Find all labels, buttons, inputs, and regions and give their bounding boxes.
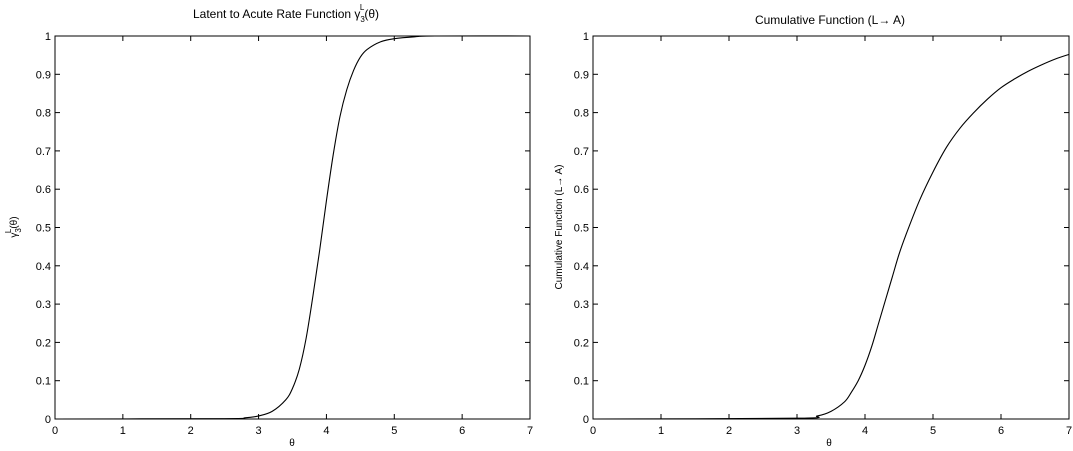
rate-ytick-label: 0.7 (36, 146, 51, 158)
cumulative-ytick-label: 0.9 (574, 69, 589, 81)
rate-ytick-label: 0.8 (36, 108, 51, 120)
rate-function-plot: Latent to Acute Rate Function γ3L(θ) 0 1 2… (4, 3, 533, 449)
rate-function-curve (54, 35, 531, 420)
rate-function-ylabel: γ3L(θ) (4, 216, 23, 237)
cumulative-xtick-label: 5 (930, 425, 936, 437)
cumulative-function-xlabel: θ (826, 438, 832, 449)
cumulative-xtick-label: 7 (1066, 425, 1072, 437)
cumulative-ytick-label: 0.1 (574, 376, 589, 388)
rate-ytick-label: 0.9 (36, 69, 51, 81)
cumulative-function-axes-box (592, 35, 1070, 420)
rate-ytick-label: 0.5 (36, 223, 51, 235)
rate-xtick-label: 6 (459, 425, 465, 437)
cumulative-xtick-label: 6 (998, 425, 1004, 437)
cumulative-xtick-label: 1 (658, 425, 664, 437)
cumulative-ytick-label: 0.2 (574, 337, 589, 349)
rate-function-title: Latent to Acute Rate Function γ3L(θ) (193, 3, 379, 24)
cumulative-xtick-label: 3 (794, 425, 800, 437)
rate-ytick-label: 0.1 (36, 376, 51, 388)
cumulative-ytick-label: 0.7 (574, 146, 589, 158)
cumulative-ytick-label: 0 (583, 414, 589, 426)
cumulative-function-ylabel: Cumulative Function (L→ A) (554, 164, 565, 289)
cumulative-xtick-label: 0 (590, 425, 596, 437)
rate-function-axes-box (54, 35, 531, 420)
rate-xtick-label: 7 (527, 425, 533, 437)
cumulative-ytick-label: 0.5 (574, 223, 589, 235)
cumulative-function-curve (592, 53, 1070, 420)
rate-function-xlabel: θ (289, 438, 295, 449)
rate-ytick-label: 1 (45, 31, 51, 43)
cumulative-ytick-label: 0.4 (574, 261, 589, 273)
cumulative-xtick-label: 4 (862, 425, 868, 437)
cumulative-ytick-label: 0.8 (574, 108, 589, 120)
rate-ytick-label: 0 (45, 414, 51, 426)
cumulative-function-title: Cumulative Function (L→ A) (755, 13, 905, 27)
rate-xtick-label: 4 (323, 425, 329, 437)
rate-xtick-label: 1 (120, 425, 126, 437)
rate-ytick-label: 0.4 (36, 261, 51, 273)
cumulative-ytick-label: 0.3 (574, 299, 589, 311)
cumulative-ytick-label: 1 (583, 31, 589, 43)
rate-xtick-label: 0 (52, 425, 58, 437)
cumulative-function-plot: Cumulative Function (L→ A) 0 1 2 3 4 5 6 7 0 0.1 0… (554, 13, 1072, 449)
rate-ytick-label: 0.2 (36, 337, 51, 349)
rate-xtick-label: 2 (188, 425, 194, 437)
rate-ytick-label: 0.6 (36, 184, 51, 196)
cumulative-ytick-label: 0.6 (574, 184, 589, 196)
rate-xtick-label: 3 (256, 425, 262, 437)
rate-ytick-label: 0.3 (36, 299, 51, 311)
cumulative-xtick-label: 2 (726, 425, 732, 437)
rate-xtick-label: 5 (391, 425, 397, 437)
